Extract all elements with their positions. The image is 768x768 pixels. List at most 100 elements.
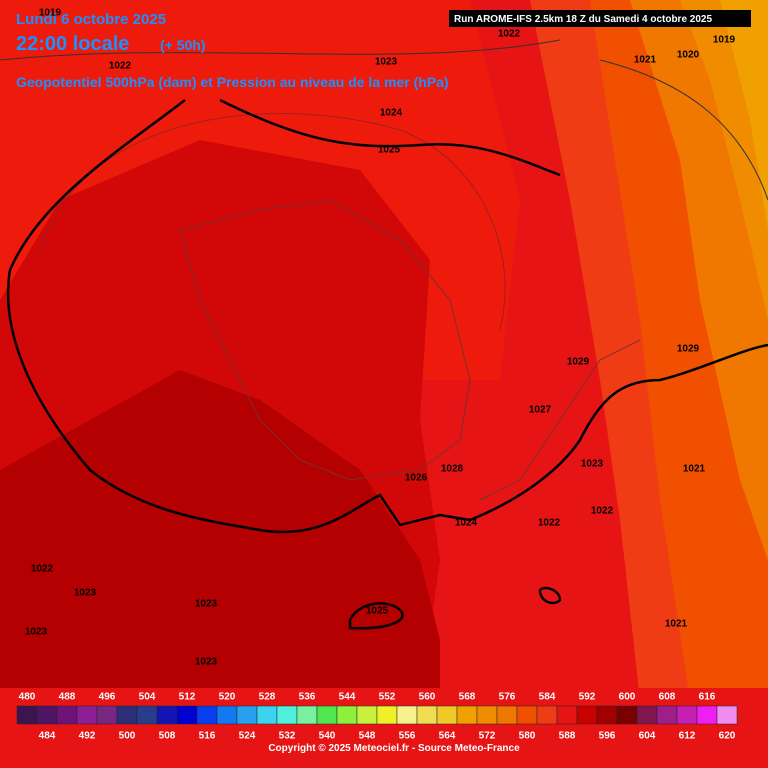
legend-swatch: [136, 705, 158, 725]
isobar-label: 1022: [591, 506, 614, 517]
legend-label: 596: [599, 731, 616, 742]
legend-label: 480: [19, 692, 36, 703]
legend-swatch: [96, 705, 118, 725]
isobar-label: 1021: [634, 55, 657, 66]
legend-swatch: [516, 705, 538, 725]
legend-swatch: [616, 705, 638, 725]
legend-swatch: [196, 705, 218, 725]
legend-label: 516: [199, 731, 216, 742]
legend-swatch: [536, 705, 558, 725]
legend-label: 528: [259, 692, 276, 703]
isobar-label: 1019: [713, 35, 736, 46]
isobar-label: 1022: [109, 61, 132, 72]
isobar-1025: [348, 586, 562, 630]
legend-swatch: [296, 705, 318, 725]
legend-swatch: [436, 705, 458, 725]
copyright: Copyright © 2025 Meteociel.fr - Source M…: [268, 743, 520, 754]
time: 22:00 locale: [16, 33, 129, 55]
lead-time: (+ 50h): [160, 37, 206, 53]
legend-label: 572: [479, 731, 496, 742]
legend-swatch: [116, 705, 138, 725]
legend-label: 484: [39, 731, 56, 742]
legend-swatch: [656, 705, 678, 725]
legend-label: 576: [499, 692, 516, 703]
legend-swatch: [496, 705, 518, 725]
field-596: [0, 370, 440, 700]
legend-label: 580: [519, 731, 536, 742]
legend-swatch: [576, 705, 598, 725]
isobar-label: 1025: [378, 145, 401, 156]
legend-swatch: [416, 705, 438, 725]
legend-label: 592: [579, 692, 596, 703]
legend-label: 584: [539, 692, 556, 703]
legend-swatch: [676, 705, 698, 725]
legend-swatch: [376, 705, 398, 725]
legend-label: 560: [419, 692, 436, 703]
legend-swatch: [316, 705, 338, 725]
legend-label: 496: [99, 692, 116, 703]
field-568: [720, 0, 768, 230]
legend-swatch: [176, 705, 198, 725]
legend-label: 548: [359, 731, 376, 742]
legend-label: 504: [139, 692, 156, 703]
isobar-label: 1023: [195, 657, 218, 668]
isobar-label: 1023: [581, 459, 604, 470]
isobar-label: 1021: [683, 464, 706, 475]
legend-label: 492: [79, 731, 96, 742]
legend-label: 536: [299, 692, 316, 703]
legend-swatch: [276, 705, 298, 725]
legend-label: 612: [679, 731, 696, 742]
legend-label: 532: [279, 731, 296, 742]
legend-swatch: [76, 705, 98, 725]
legend-label: 488: [59, 692, 76, 703]
isobar-label: 1029: [567, 357, 590, 368]
legend-label: 524: [239, 731, 256, 742]
isobar: [0, 39, 768, 201]
legend-swatch: [156, 705, 178, 725]
legend-swatch: [396, 705, 418, 725]
run-box: [449, 10, 751, 27]
legend-label: 508: [159, 731, 176, 742]
legend-swatch: [336, 705, 358, 725]
legend-swatch: [696, 705, 718, 725]
legend-swatch: [636, 705, 658, 725]
legend-label: 616: [699, 692, 716, 703]
legend-swatch: [476, 705, 498, 725]
legend-label: 588: [559, 731, 576, 742]
legend-swatch: [716, 705, 738, 725]
isobar-label: 1022: [538, 518, 561, 529]
isobar-label: 1028: [441, 464, 464, 475]
legend-swatch: [216, 705, 238, 725]
isobar-label: 1029: [677, 344, 700, 355]
isobar-label: 1020: [677, 50, 700, 61]
legend-swatch: [56, 705, 78, 725]
isobar-label: 1023: [195, 599, 218, 610]
legend-label: 552: [379, 692, 396, 703]
legend-label: 564: [439, 731, 456, 742]
isobar-label: 1024: [380, 108, 403, 119]
isobar-label: 1022: [498, 29, 521, 40]
subtitle: Geopotentiel 500hPa (dam) et Pression au…: [16, 74, 449, 90]
legend-label: 620: [719, 731, 736, 742]
legend-label: 608: [659, 692, 676, 703]
legend-swatch: [256, 705, 278, 725]
isobar-label: 1024: [455, 518, 478, 529]
legend-label: 520: [219, 692, 236, 703]
legend-swatch: [556, 705, 578, 725]
isobar-label: 1023: [375, 57, 398, 68]
legend-label: 556: [399, 731, 416, 742]
legend-swatch: [236, 705, 258, 725]
isobar-label: 1027: [529, 405, 552, 416]
legend-label: 600: [619, 692, 636, 703]
isobar-label: 1023: [74, 588, 97, 599]
legend-label: 500: [119, 731, 136, 742]
legend: 480 484 488 492 496 500 504 508 512 516 520 524 528 5…: [16, 692, 738, 742]
isobar-label: 1025: [366, 606, 389, 617]
legend-swatch: [356, 705, 378, 725]
isobar-label: 1021: [665, 619, 688, 630]
legend-swatch: [16, 705, 38, 725]
border: [179, 199, 641, 501]
run-info: Run AROME-IFS 2.5km 18 Z du Samedi 4 oct…: [454, 14, 712, 25]
legend-swatch: [456, 705, 478, 725]
